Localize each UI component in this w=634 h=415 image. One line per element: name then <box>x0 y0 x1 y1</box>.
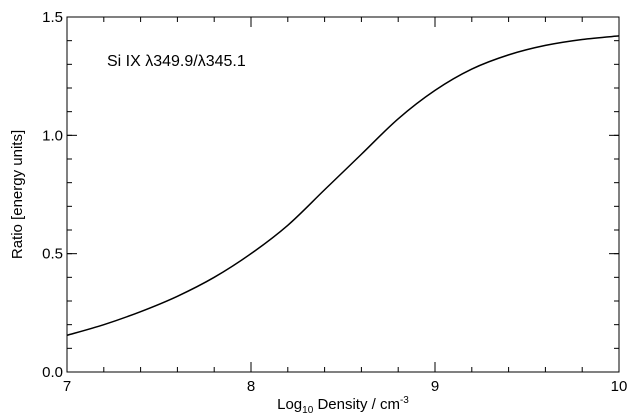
tick-labels: 7 8 9 10 0.0 0.5 1.0 1.5 <box>42 9 627 395</box>
x-tick-label: 9 <box>431 378 439 395</box>
x-axis-label: Log10 Density / cm-3 <box>277 395 409 415</box>
y-tick-label: 0.0 <box>42 364 63 381</box>
x-tick-label: 10 <box>611 378 628 395</box>
x-axis-label-density: Density / cm <box>313 396 400 413</box>
x-tick-label: 8 <box>247 378 255 395</box>
minor-ticks <box>66 16 620 373</box>
series-layer <box>66 35 620 337</box>
x-tick-label: 7 <box>63 378 71 395</box>
x-axis-label-superscript: -3 <box>400 395 409 406</box>
annotation-lambda-2: λ <box>198 53 206 70</box>
y-axis-label: Ratio [energy units] <box>9 130 26 259</box>
x-axis-label-log: Log <box>277 396 302 413</box>
y-tick-label: 1.0 <box>42 127 63 144</box>
y-tick-label: 0.5 <box>42 246 63 263</box>
major-ticks <box>66 16 620 373</box>
chart-annotation: Si IX λ349.9/λ345.1 <box>107 53 246 70</box>
annotation-lambda-1: λ <box>145 53 153 70</box>
x-axis-label-subscript: 10 <box>302 405 314 415</box>
series-line <box>66 35 620 337</box>
annotation-wavelength-2: 345.1 <box>206 53 246 70</box>
annotation-wavelength-1: 349.9/ <box>153 53 198 70</box>
plot-frame <box>66 16 620 373</box>
y-tick-label: 1.5 <box>42 9 63 26</box>
annotation-prefix: Si IX <box>107 53 145 70</box>
